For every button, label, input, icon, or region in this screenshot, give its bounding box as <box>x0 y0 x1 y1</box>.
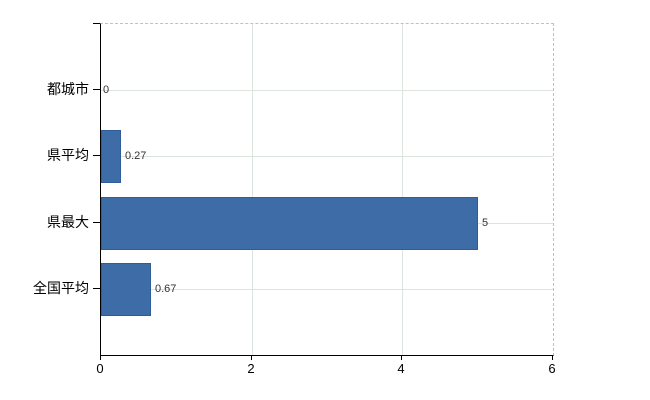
category-label: 県最大 <box>47 214 89 230</box>
gridline-horizontal <box>101 156 553 157</box>
x-axis-tick <box>401 355 402 360</box>
bar-value-label: 0.67 <box>155 283 177 295</box>
y-axis-tick <box>93 222 100 223</box>
y-axis-tick <box>93 89 100 90</box>
y-axis-tick <box>93 288 100 289</box>
x-axis-tick <box>251 355 252 360</box>
category-label: 全国平均 <box>33 280 89 296</box>
x-axis-tick-label: 6 <box>548 361 556 376</box>
y-axis-tick <box>93 155 100 156</box>
bar <box>101 130 121 183</box>
gridline-vertical <box>252 24 253 355</box>
y-axis-tick <box>93 23 100 24</box>
x-axis-tick <box>100 355 101 360</box>
gridline-horizontal <box>101 90 553 91</box>
x-axis-tick-label: 0 <box>96 361 104 376</box>
x-axis-tick-label: 4 <box>397 361 405 376</box>
category-label: 県平均 <box>47 147 89 163</box>
x-axis-tick-label: 2 <box>247 361 255 376</box>
bar <box>101 263 151 316</box>
gridline-horizontal <box>101 289 553 290</box>
bar <box>101 197 478 250</box>
bar-value-label: 0 <box>103 84 110 96</box>
category-label: 都城市 <box>47 81 89 97</box>
bar-value-label: 5 <box>482 217 489 229</box>
plot-area: 0 0.27 5 0.67 <box>100 23 554 356</box>
bar-value-label: 0.27 <box>125 150 147 162</box>
gridline-vertical <box>402 24 403 355</box>
x-axis-tick <box>552 355 553 360</box>
